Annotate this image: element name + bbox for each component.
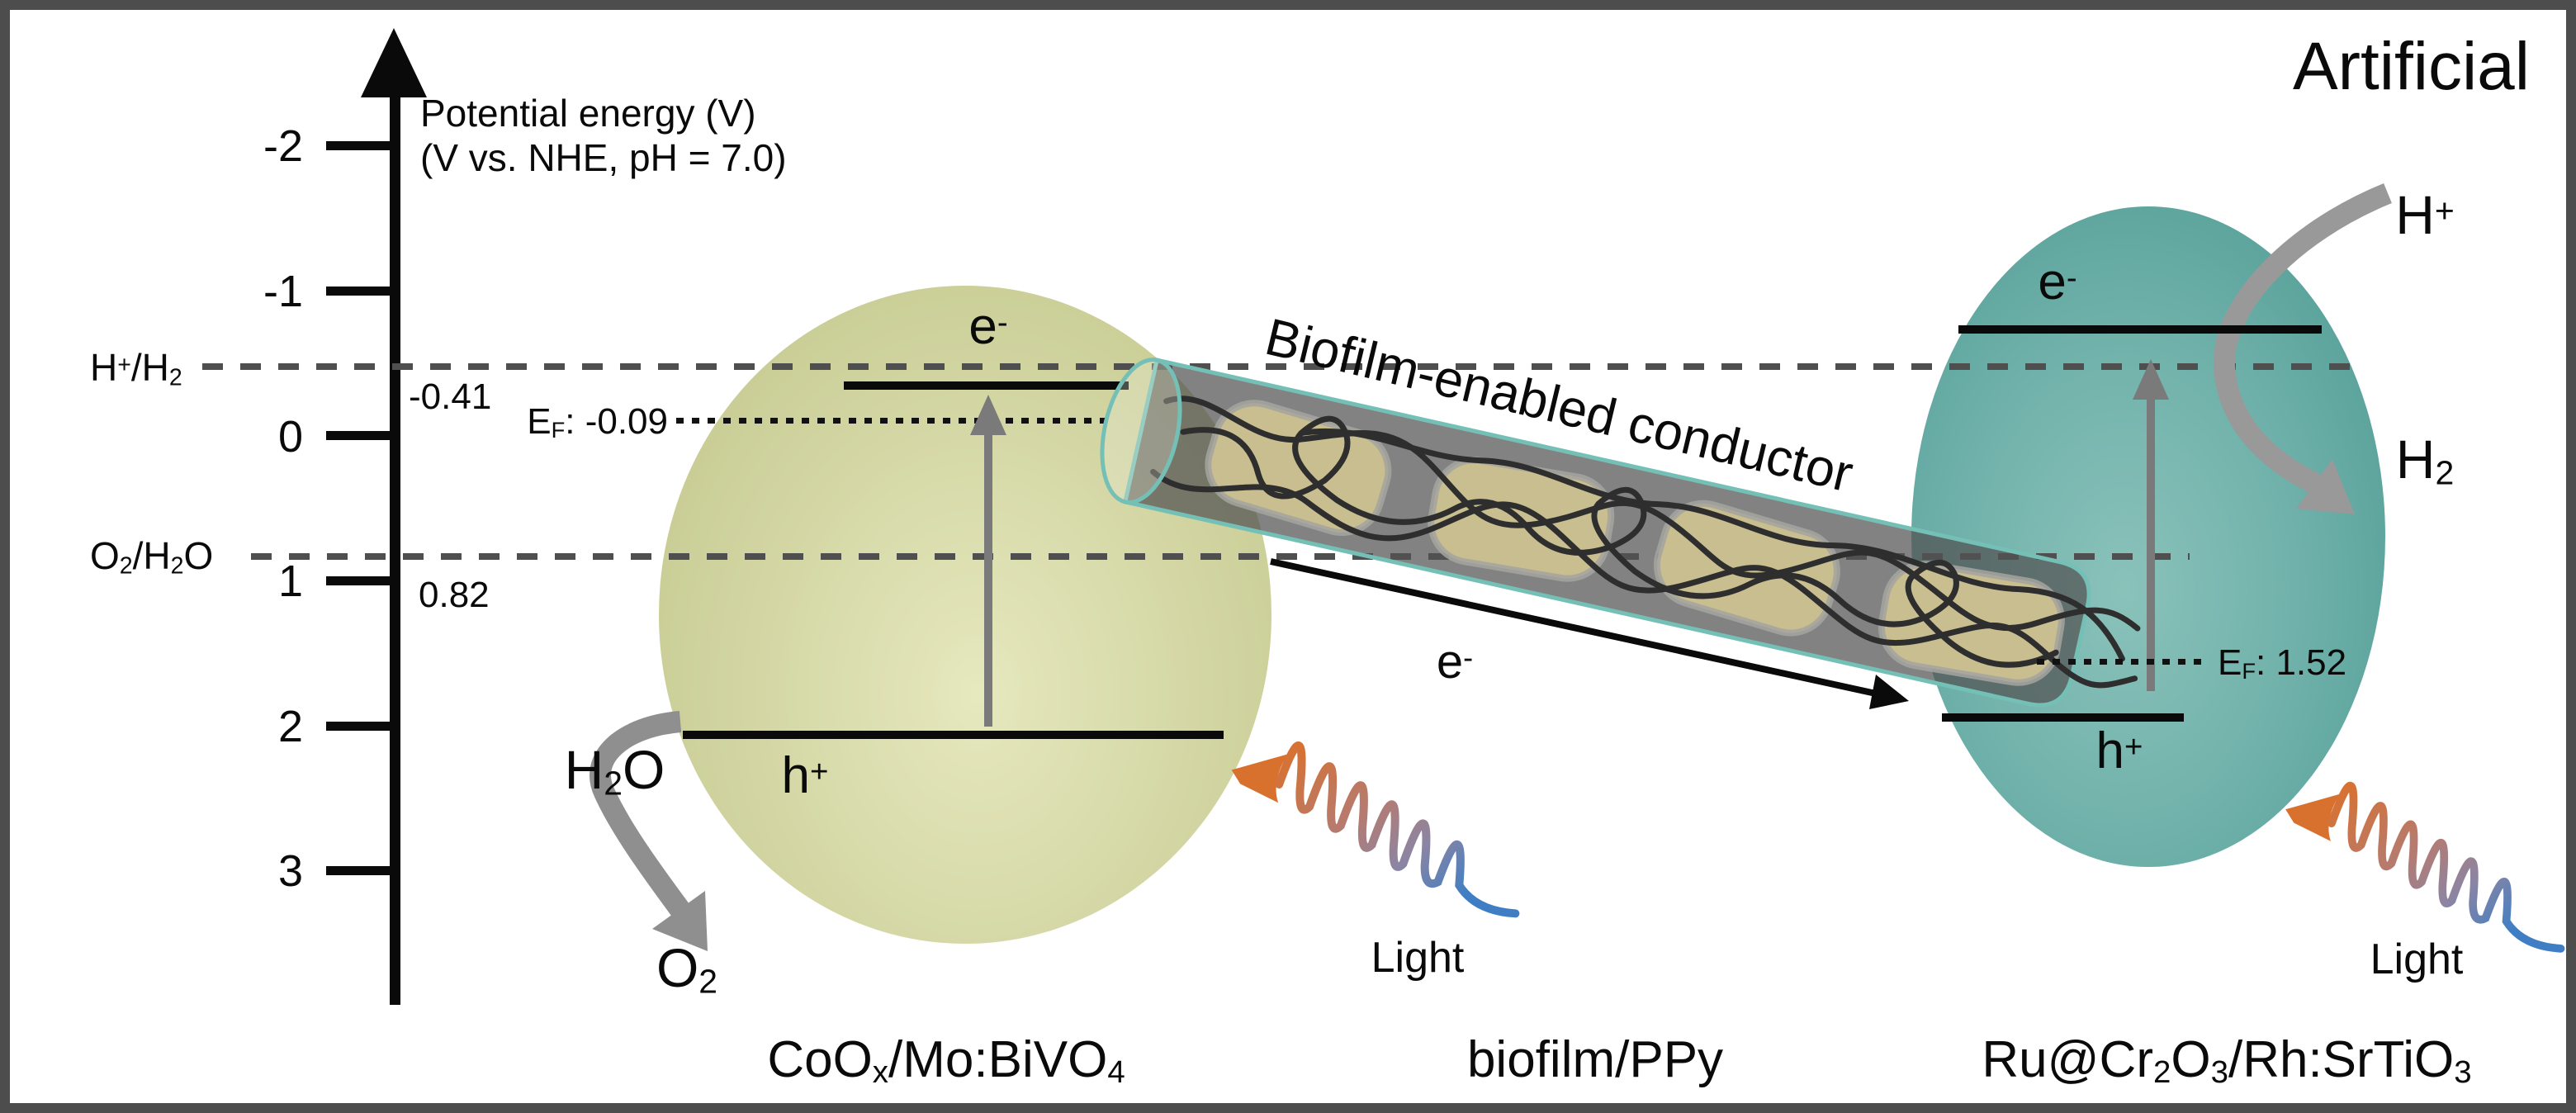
- water-label: H2O: [564, 739, 665, 803]
- right-fermi-dotted-line: [2037, 659, 2208, 665]
- left-hole-label: h+: [781, 747, 829, 804]
- right-light-wave-icon: [2285, 781, 2565, 953]
- axis-tick: [326, 431, 391, 440]
- proton-label: H+: [2395, 184, 2455, 245]
- conductor-name: biofilm/PPy: [1466, 1031, 1724, 1088]
- axis-tick-label: -1: [263, 267, 303, 316]
- conductor-electron-label: e-: [1436, 635, 1474, 689]
- axis-tick-label: 2: [277, 702, 303, 751]
- proton-reduction-arrow: [2213, 182, 2392, 514]
- h2-couple-label: H+/H2: [90, 346, 182, 391]
- axis-title-line1: Potential energy (V): [420, 92, 756, 135]
- axis-tick-label: 3: [277, 846, 303, 896]
- axis-tick: [326, 141, 391, 150]
- right-hole-label: h+: [2095, 722, 2143, 779]
- o2-redox-dashed-line: [251, 553, 2190, 560]
- right-photocatalyst-name: Ru@Cr2O3/Rh:SrTiO3: [1982, 1031, 2472, 1091]
- axis-tick: [326, 722, 391, 731]
- axis-tick: [326, 866, 391, 875]
- left-light-wave-icon: [1231, 741, 1520, 918]
- diagram-graphics: [590, 182, 2565, 953]
- left-conduction-band-line: [844, 381, 1129, 390]
- left-fermi-label: EF: -0.09: [527, 401, 668, 443]
- water-oxidation-arrow: [590, 711, 708, 951]
- axis-title-line2: (V vs. NHE, pH = 7.0): [420, 136, 787, 179]
- left-light-label: Light: [1371, 934, 1465, 982]
- right-conduction-band-line: [1958, 325, 2322, 334]
- axis-tick: [326, 576, 391, 585]
- axis-tick-label: 1: [277, 556, 303, 606]
- right-electron-label: e-: [2038, 253, 2077, 310]
- biofilm-conductor-tube: [1100, 358, 2141, 708]
- axis-tick: [326, 287, 391, 296]
- conductor-tube-cap: [1100, 358, 1182, 504]
- electron-transfer-arrow: [1270, 558, 1909, 709]
- oxygen-label: O2: [656, 937, 718, 1001]
- right-fermi-label: EF: 1.52: [2218, 642, 2347, 684]
- right-light-label: Light: [2370, 935, 2464, 983]
- conductive-nanowires: [1150, 395, 2141, 689]
- axis-arrow-up-icon: [361, 28, 427, 97]
- o2-couple-value: 0.82: [419, 575, 490, 615]
- left-photocatalyst-name: CoOx/Mo:BiVO4: [767, 1031, 1125, 1091]
- figure-corner-title: Artificial: [2292, 29, 2530, 104]
- left-excitation-arrow: [970, 395, 1006, 727]
- right-valence-band-line: [1942, 713, 2184, 722]
- h2-couple-value: -0.41: [409, 377, 492, 417]
- h2-redox-dashed-line: [202, 363, 2351, 370]
- axis-tick-label: -2: [263, 121, 303, 171]
- left-electron-label: e-: [968, 298, 1008, 355]
- potential-axis-line: [390, 55, 400, 1005]
- right-excitation-arrow: [2133, 359, 2169, 691]
- o2-couple-label: O2/H2O: [90, 534, 214, 580]
- hydrogen-label: H2: [2395, 429, 2455, 492]
- left-valence-band-line: [683, 731, 1224, 739]
- left-fermi-dotted-line: [676, 418, 1108, 424]
- axis-tick-label: 0: [277, 412, 303, 462]
